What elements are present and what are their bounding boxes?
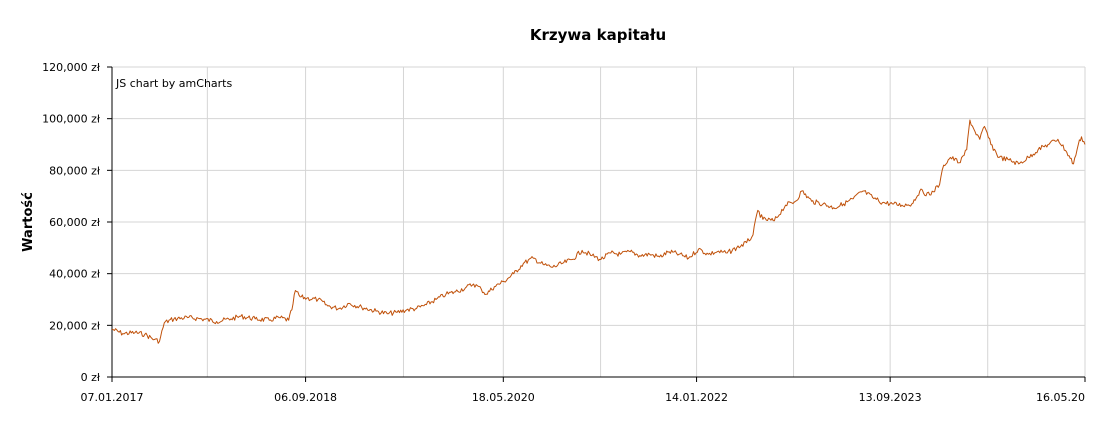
y-tick-label: 100,000 zł <box>42 113 101 126</box>
axis-layer: 0 zł 20,000 zł 40,000 zł 60,000 zł 80,000 zł… <box>42 61 1086 404</box>
series-layer <box>111 119 1086 344</box>
y-tick-label: 20,000 zł <box>49 319 101 332</box>
y-tick-label: 60,000 zł <box>49 216 101 229</box>
credit-text[interactable]: JS chart by amCharts <box>115 77 232 90</box>
y-tick-label: 80,000 zł <box>49 164 101 177</box>
chart-title: Krzywa kapitału <box>530 26 666 44</box>
y-tick-label: 0 zł <box>81 371 101 384</box>
x-tick-label: 18.05.2020 <box>472 391 535 404</box>
grid-layer <box>111 66 1086 378</box>
x-tick-label: 13.09.2023 <box>859 391 922 404</box>
equity-line <box>111 119 1086 344</box>
y-tick-label: 40,000 zł <box>49 268 101 281</box>
x-tick-label: 07.01.2017 <box>81 391 144 404</box>
x-tick-label: 16.05.20 <box>1036 391 1085 404</box>
x-tick-label: 14.01.2022 <box>665 391 728 404</box>
y-tick-label: 120,000 zł <box>42 61 101 74</box>
x-tick-label: 06.09.2018 <box>274 391 337 404</box>
y-axis-title: Wartość <box>21 192 36 252</box>
